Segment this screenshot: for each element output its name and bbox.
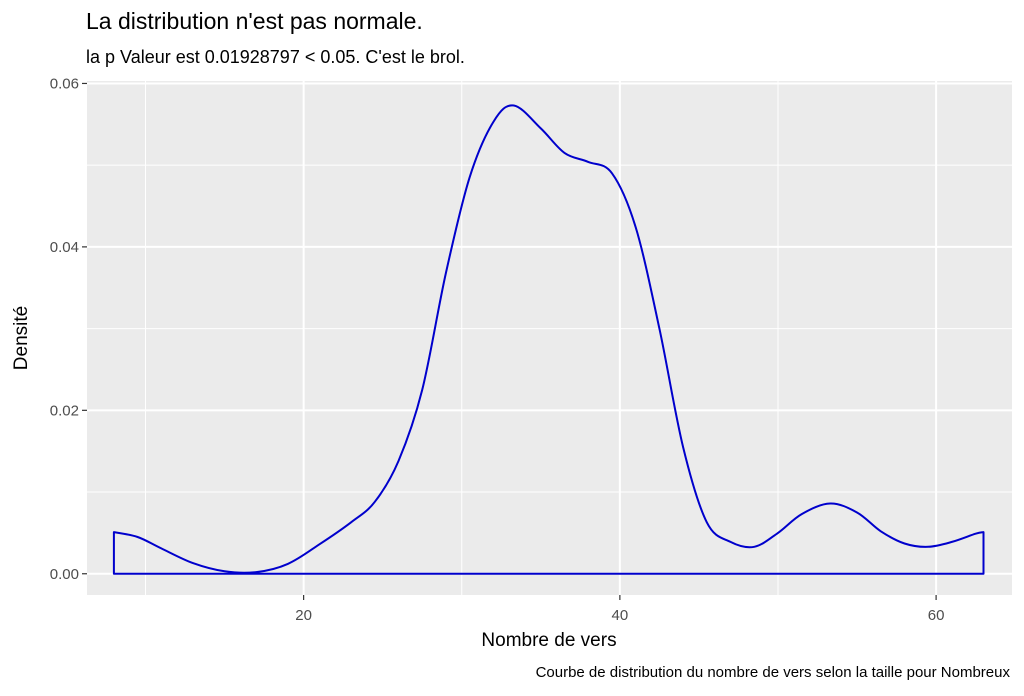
chart-title: La distribution n'est pas normale.	[86, 8, 423, 34]
minor-gridlines	[87, 81, 1012, 595]
y-tick-label: 0.02	[50, 402, 79, 419]
axis-tick-labels: 20 40 60 0.00 0.02 0.04 0.06	[50, 75, 945, 624]
x-axis-label: Nombre de vers	[481, 630, 616, 651]
density-curve	[112, 104, 985, 575]
chart-subtitle: la p Valeur est 0.01928797 < 0.05. C'est…	[86, 47, 465, 67]
y-tick-label: 0.00	[50, 566, 79, 583]
axis-ticks	[82, 82, 937, 600]
plot-panel	[87, 81, 1012, 595]
y-axis-label: Densité	[11, 306, 32, 370]
x-tick-label: 60	[928, 607, 945, 624]
y-tick-label: 0.04	[50, 239, 79, 256]
x-tick-label: 40	[612, 607, 629, 624]
y-tick-label: 0.06	[50, 75, 79, 92]
x-tick-label: 20	[295, 607, 312, 624]
chart-caption: Courbe de distribution du nombre de vers…	[535, 664, 1010, 681]
